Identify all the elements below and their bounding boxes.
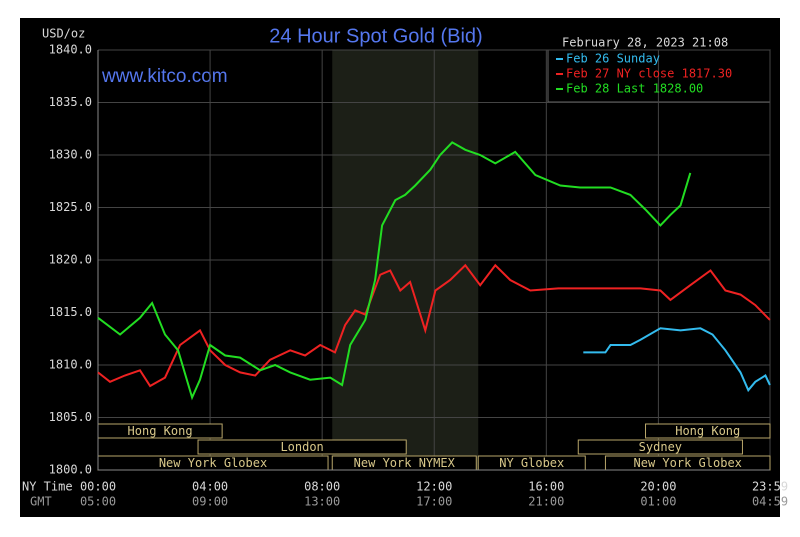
x2-tick-label: 13:00 <box>304 495 340 509</box>
timestamp: February 28, 2023 21:08 <box>562 36 728 50</box>
x2-tick-label: 05:00 <box>80 495 116 509</box>
session-label: New York NYMEX <box>354 456 456 470</box>
session-label: London <box>280 440 323 454</box>
y-tick-label: 1805.0 <box>49 410 92 424</box>
x-tick-label: 16:00 <box>528 480 564 494</box>
y-unit: USD/oz <box>42 27 85 41</box>
session-label: Hong Kong <box>128 424 193 438</box>
y-tick-label: 1825.0 <box>49 200 92 214</box>
y-tick-label: 1800.0 <box>49 463 92 477</box>
legend-label: Feb 27 NY close 1817.30 <box>566 67 732 81</box>
chart-title: 24 Hour Spot Gold (Bid) <box>269 25 482 47</box>
x-tick-label: 20:00 <box>640 480 676 494</box>
line-series <box>97 141 692 401</box>
watermark: www.kitco.com <box>101 66 228 87</box>
legend-label: Feb 28 Last 1828.00 <box>566 82 703 96</box>
session-label: Hong Kong <box>675 424 740 438</box>
x-tick-label: 00:00 <box>80 480 116 494</box>
session-label: New York Globex <box>159 456 267 470</box>
x2-tick-label: 04:59 <box>752 495 788 509</box>
x2-tick-label: 01:00 <box>640 495 676 509</box>
session-label: NY Globex <box>499 456 564 470</box>
y-tick-label: 1840.0 <box>49 43 92 57</box>
y-tick-label: 1835.0 <box>49 95 92 109</box>
session-bar <box>197 439 407 455</box>
x-axis-label: NY Time <box>22 480 73 494</box>
x-tick-label: 12:00 <box>416 480 452 494</box>
session-bar <box>645 423 771 439</box>
x-tick-label: 08:00 <box>304 480 340 494</box>
y-tick-label: 1810.0 <box>49 358 92 372</box>
session-label: Sydney <box>639 440 682 454</box>
session-label: New York Globex <box>634 456 742 470</box>
x2-axis-label: GMT <box>30 495 52 509</box>
line-series <box>583 327 771 393</box>
line-series <box>97 263 771 388</box>
y-tick-label: 1815.0 <box>49 305 92 319</box>
y-tick-label: 1820.0 <box>49 253 92 267</box>
legend-box <box>547 49 771 103</box>
legend-label: Feb 26 Sunday <box>566 52 660 66</box>
x2-tick-label: 17:00 <box>416 495 452 509</box>
y-tick-label: 1830.0 <box>49 148 92 162</box>
x-tick-label: 23:59 <box>752 480 788 494</box>
x2-tick-label: 09:00 <box>192 495 228 509</box>
x-tick-label: 04:00 <box>192 480 228 494</box>
session-bar <box>577 439 743 455</box>
x2-tick-label: 21:00 <box>528 495 564 509</box>
